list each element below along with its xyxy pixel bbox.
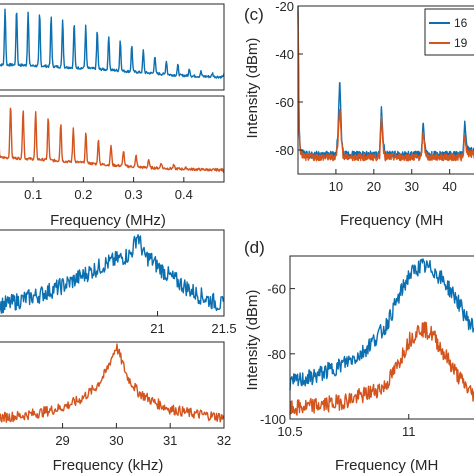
x-tick-label: 0.4 — [175, 187, 193, 202]
x-tick-label: 0.1 — [24, 187, 42, 202]
panel-c-xlabel: Frequency (MH — [340, 212, 443, 229]
series-line-2 — [289, 321, 474, 416]
panel-d-plot: 10.5 11 -100 -80 -60 — [260, 255, 474, 439]
legend-box — [424, 8, 474, 56]
panel-a-bottom-plot: 0.1 0.2 0.3 0.4 — [0, 95, 225, 202]
axes-frame — [0, 229, 225, 317]
axes-frame — [0, 95, 225, 183]
y-tick-label: -60 — [267, 282, 286, 297]
panel-b-top-plot: 21 21.5 — [0, 229, 237, 336]
panel-c-label: (c) — [244, 5, 264, 24]
panel-c-ylabel: Intensity (dBm) — [244, 38, 261, 139]
x-tick-label: 30 — [405, 179, 419, 194]
x-tick-label: 21 — [150, 321, 164, 336]
series-line-1 — [289, 258, 474, 391]
x-tick-label: 30 — [109, 433, 123, 448]
x-tick-label: 20 — [367, 179, 381, 194]
panel-b-xlabel: Frequency (kHz) — [53, 457, 164, 474]
y-tick-label: -80 — [275, 143, 294, 158]
panel-d-ylabel: Intensity (dBm) — [244, 290, 261, 391]
series-line-1 — [0, 107, 225, 174]
axes-frame — [0, 341, 225, 429]
panel-a-top-plot — [0, 3, 225, 91]
x-tick-label: 11 — [402, 424, 416, 439]
y-tick-label: -20 — [275, 0, 294, 14]
y-tick-label: -80 — [267, 347, 286, 362]
axes-frame — [0, 3, 225, 91]
series-line-1 — [0, 234, 225, 315]
panel-d-xlabel: Frequency (MH — [335, 457, 438, 474]
panel-b-bottom-plot: 29 30 31 32 — [0, 341, 231, 448]
x-tick-label: 10 — [329, 179, 343, 194]
x-tick-label: 21.5 — [211, 321, 236, 336]
panel-c-plot: 10 20 30 40 -80 -60 -40 -20 — [275, 0, 474, 194]
y-tick-label: -100 — [260, 412, 286, 427]
legend-entry-2: 19 — [454, 36, 468, 50]
x-tick-label: 40 — [442, 179, 456, 194]
series-line-2 — [297, 10, 474, 162]
series-line-1 — [0, 8, 225, 79]
panel-a-xlabel: Frequency (MHz) — [50, 212, 166, 229]
x-tick-label: 29 — [55, 433, 69, 448]
x-tick-label: 31 — [163, 433, 177, 448]
x-tick-label: 0.3 — [125, 187, 143, 202]
x-tick-label: 32 — [217, 433, 231, 448]
y-tick-label: -40 — [275, 47, 294, 62]
series-line-1 — [0, 343, 225, 423]
y-tick-label: -60 — [275, 95, 294, 110]
x-tick-label: 0.2 — [74, 187, 92, 202]
axes-frame — [289, 255, 474, 420]
panel-c-legend: 16 19 — [424, 8, 474, 56]
axes-frame — [297, 5, 474, 175]
x-tick-label: 10.5 — [277, 424, 302, 439]
legend-entry-1: 16 — [454, 16, 468, 30]
panel-d-label: (d) — [244, 238, 265, 257]
